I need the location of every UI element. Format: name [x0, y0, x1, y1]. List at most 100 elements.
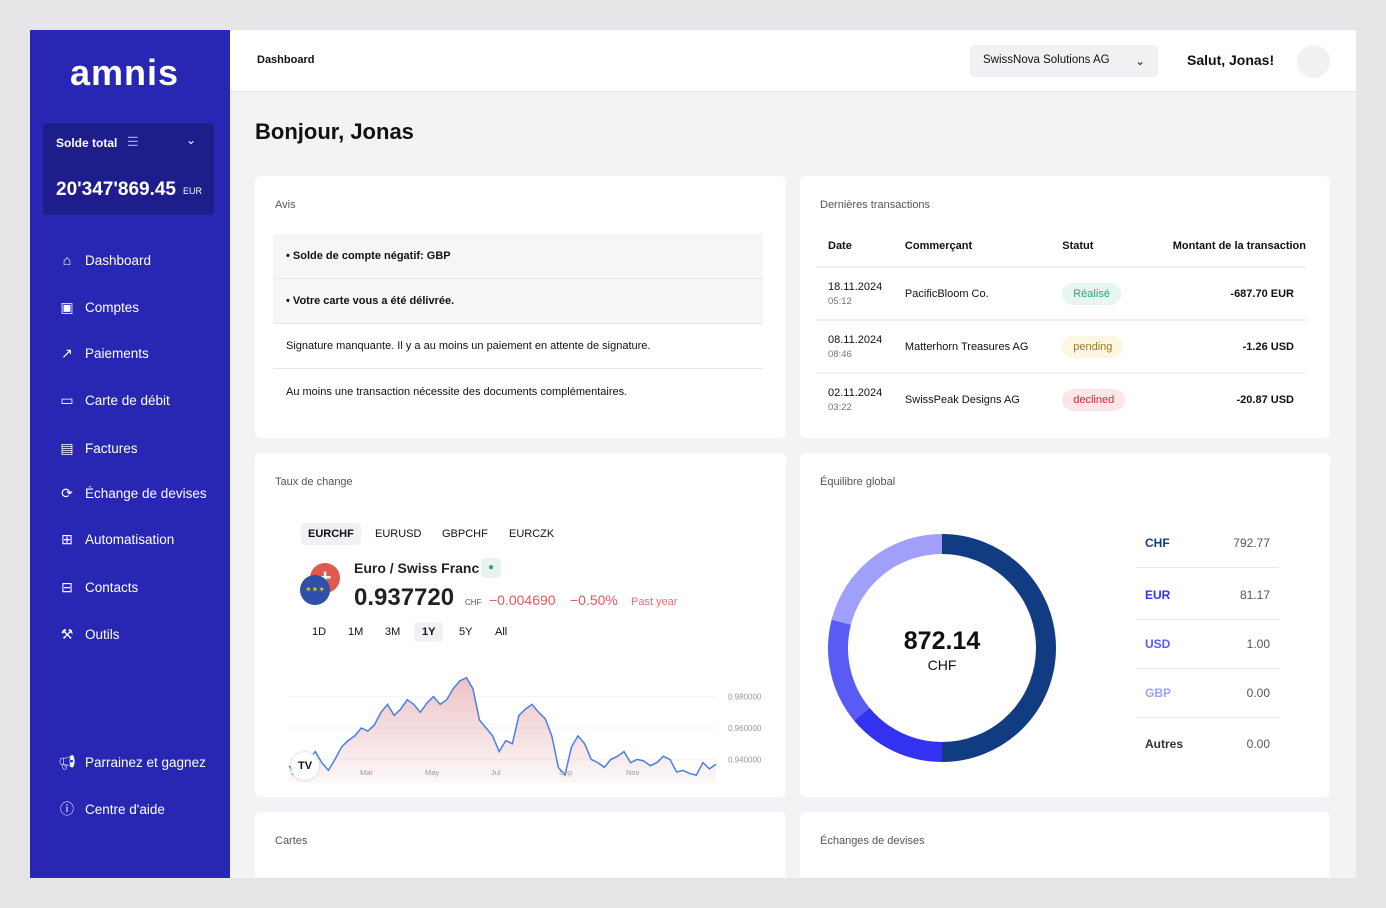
notice-item[interactable]: • Solde de compte négatif: GBP	[273, 234, 763, 279]
sidebar-item-automatisation[interactable]: ⊞ Automatisation	[58, 531, 174, 548]
amount: -20.87 USD	[1236, 394, 1294, 406]
card-title: Dernières transactions	[820, 199, 931, 211]
amount: -687.70 EUR	[1137, 267, 1306, 321]
notice-item[interactable]: Au moins une transaction nécessite des d…	[273, 369, 763, 414]
sidebar-item-label: Parrainez et gagnez	[85, 755, 206, 770]
sidebar-item-label: Échange de devises	[85, 486, 207, 501]
date: 18.11.2024	[828, 280, 883, 293]
sidebar-item-dashboard[interactable]: ⌂ Dashboard	[58, 252, 151, 268]
sidebar-item-factures[interactable]: ▤ Factures	[58, 440, 138, 457]
table-row[interactable]: 18.11.2024 05:12 PacificBloom Co. Réalisé -6…	[816, 267, 1306, 321]
notice-text: Votre carte vous a été délivrée.	[292, 295, 455, 307]
legend-row-autres: Autres 0.00	[1136, 719, 1279, 769]
legend-row-chf: CHF 792.77	[1136, 518, 1279, 568]
breadcrumb[interactable]: Dashboard	[257, 54, 315, 66]
donut-segment-gbp	[831, 534, 943, 625]
time: 03:22	[828, 402, 852, 413]
sidebar-item-label: Outils	[85, 627, 120, 642]
exchange-rate-chart[interactable]: 0.9800000.9600000.94000020..MarMayJulSep…	[255, 453, 786, 797]
balance-donut-chart	[828, 534, 1056, 762]
global-balance-card: Équilibre global 872.14 CHF CHF 792.77 EUR…	[800, 453, 1330, 797]
notice-item[interactable]: • Votre carte vous a été délivrée.	[273, 279, 763, 324]
card-title: Équilibre global	[820, 476, 896, 488]
status-badge: pending	[1062, 335, 1124, 358]
sidebar-item-label: Carte de débit	[85, 393, 170, 408]
eu-flag-icon: ✶✶✶	[300, 575, 330, 605]
notice-text: Solde de compte négatif: GBP	[292, 250, 451, 262]
notice-text: Au moins une transaction nécessite des d…	[286, 385, 628, 398]
y-tick-label: 0.980000	[728, 693, 762, 702]
sidebar-item-help[interactable]: ⓘ Centre d'aide	[58, 799, 165, 819]
automation-icon: ⊞	[61, 531, 73, 547]
table-row[interactable]: 08.11.2024 08:46 Matterhorn Treasures AG pe…	[816, 320, 1306, 374]
merchant: SwissPeak Designs AG	[904, 394, 1020, 406]
pair-tab-gbpchf[interactable]: GBPCHF	[442, 528, 488, 540]
organization-name: SwissNova Solutions AG	[983, 54, 1110, 66]
fx-trades-card: Échanges de devises	[800, 812, 1330, 878]
sidebar-item-label: Paiements	[85, 346, 149, 361]
y-tick-label: 0.940000	[728, 755, 762, 764]
merchant: Matterhorn Treasures AG	[892, 320, 1051, 374]
exchange-rate-card: Taux de change EURCHF EURUSD GBPCHF EURC…	[255, 453, 786, 797]
rate-change-pct: −0.50%	[570, 592, 618, 608]
page-title: Bonjour, Jonas	[255, 119, 414, 144]
sidebar-item-label: Centre d'aide	[85, 801, 165, 817]
avatar[interactable]	[1297, 45, 1330, 78]
balance-currency: EUR	[183, 186, 203, 196]
pair-tab-eurusd[interactable]: EURUSD	[375, 528, 422, 540]
pair-tab-eurchf[interactable]: EURCHF	[301, 523, 361, 545]
tradingview-logo-icon[interactable]: TV	[291, 752, 319, 780]
organization-select[interactable]: SwissNova Solutions AG ⌄	[970, 45, 1158, 77]
notice-item[interactable]: Signature manquante. Il y a au moins un …	[273, 324, 763, 369]
chevron-down-icon: ⌄	[1135, 56, 1145, 68]
legend-currency: EUR	[1145, 587, 1171, 602]
range-1m[interactable]: 1M	[348, 626, 364, 638]
legend-value: 0.00	[1246, 685, 1270, 700]
legend-row-eur: EUR 81.17	[1136, 570, 1279, 620]
transactions-table: Date Commerçant Statut Montant de la transa…	[816, 226, 1306, 426]
x-tick-label: Nov	[626, 768, 640, 777]
donut-currency: CHF	[927, 657, 957, 673]
table-row[interactable]: 02.11.2024 03:22 SwissPeak Designs AG decli…	[816, 373, 1306, 426]
sidebar-item-label: Contacts	[85, 580, 139, 595]
market-status-icon: ●	[481, 558, 501, 578]
megaphone-icon: 📢︎	[58, 754, 76, 770]
arrow-up-right-icon: ↗	[61, 345, 73, 361]
legend-value: 81.17	[1239, 587, 1270, 602]
avis-card: Avis • Solde de compte négatif: GBP • Vo…	[255, 176, 786, 438]
database-icon: ☰	[127, 134, 139, 149]
chevron-down-icon[interactable]: ⌄	[185, 133, 196, 147]
x-tick-label: Mar	[360, 768, 373, 777]
range-5y[interactable]: 5Y	[459, 626, 473, 638]
sidebar-item-outils[interactable]: ⚒ Outils	[58, 626, 120, 643]
sidebar-item-label: Comptes	[85, 300, 140, 315]
sidebar-item-carte[interactable]: ▭ Carte de débit	[58, 392, 170, 409]
sidebar-item-comptes[interactable]: ▣ Comptes	[58, 299, 139, 316]
card-icon: ▭	[60, 392, 74, 408]
range-1d[interactable]: 1D	[312, 626, 327, 638]
x-tick-label: Jul	[491, 768, 501, 777]
sidebar-item-contacts[interactable]: ⊟ Contacts	[58, 579, 138, 596]
pair-tab-eurczk[interactable]: EURCZK	[509, 528, 555, 540]
balance-amount: 20'347'869.45	[56, 179, 176, 200]
range-3m[interactable]: 3M	[385, 626, 401, 638]
legend-row-usd: USD 1.00	[1136, 619, 1279, 669]
legend-currency: Autres	[1145, 737, 1184, 751]
time: 08:46	[828, 348, 852, 360]
total-balance-card[interactable]: Solde total ☰ ⌄ 20'347'869.45 EUR	[43, 123, 214, 215]
sidebar: amnis Solde total ☰ ⌄ 20'347'869.45 EUR …	[30, 30, 230, 878]
status-badge: Réalisé	[1062, 282, 1121, 305]
sidebar-item-referral[interactable]: 📢︎ Parrainez et gagnez	[58, 754, 206, 771]
legend-value: 0.00	[1246, 737, 1270, 751]
column-header: Date	[816, 226, 893, 268]
sidebar-item-paiements[interactable]: ↗ Paiements	[58, 345, 149, 362]
card-title: Échanges de devises	[820, 835, 925, 847]
sidebar-item-label: Factures	[85, 441, 138, 456]
sidebar-item-label: Automatisation	[85, 532, 175, 547]
range-all[interactable]: All	[495, 626, 508, 638]
status-badge: declined	[1062, 389, 1126, 411]
sidebar-item-echange[interactable]: ⟳ Échange de devises	[58, 485, 207, 502]
rate-currency: CHF	[465, 598, 482, 607]
card-title: Avis	[275, 199, 296, 211]
range-1y[interactable]: 1Y	[414, 622, 444, 642]
